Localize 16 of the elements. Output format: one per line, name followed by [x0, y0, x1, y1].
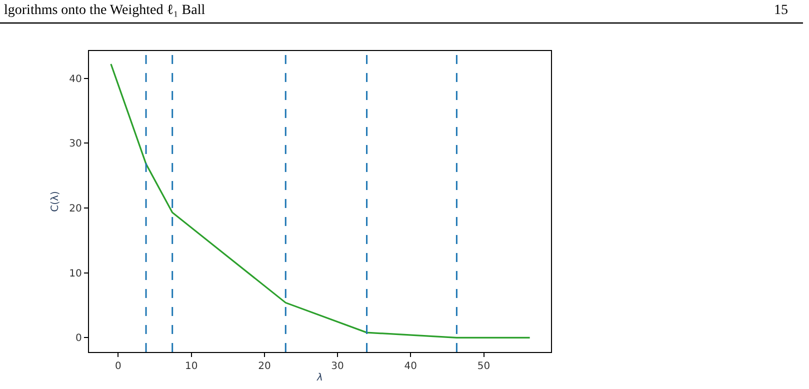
x-tick-label: 40	[404, 361, 418, 372]
x-tick-label: 20	[258, 361, 271, 372]
x-tick-label: 0	[115, 361, 122, 372]
y-tick-label: 0	[76, 333, 82, 344]
y-axis-title: C(λ)	[50, 191, 62, 212]
x-tick-label: 50	[477, 361, 490, 372]
x-tick-label: 10	[184, 361, 198, 372]
y-tick-label: 10	[69, 268, 82, 280]
text: 15	[774, 3, 788, 18]
line-series	[110, 63, 531, 339]
x-tick-label: 30	[331, 361, 344, 372]
y-tick-label: 30	[69, 138, 82, 150]
x-axis-title: λ	[316, 372, 323, 384]
y-tick-label: 40	[69, 74, 82, 85]
y-tick-label: 20	[69, 203, 82, 214]
text: lgorithms onto the Weighted ℓ₁ Ball	[4, 3, 206, 18]
